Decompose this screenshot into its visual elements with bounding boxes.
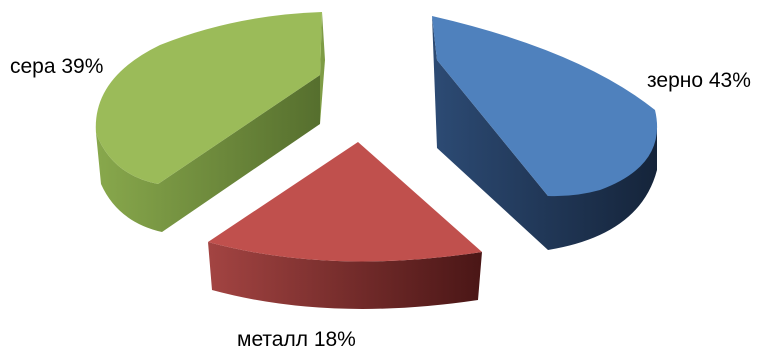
slice-metall [208, 142, 482, 309]
slice-zerno-top [432, 16, 658, 197]
slice-metall-side [208, 242, 482, 309]
slice-sera-cut [320, 12, 325, 124]
slice-sera-side [96, 75, 320, 232]
slice-sera [95, 12, 325, 232]
slice-metall-top [208, 142, 482, 262]
label-sera: сера 39% [10, 55, 103, 78]
label-zerno: зерно 43% [647, 69, 751, 92]
slice-sera-top [95, 12, 323, 184]
slice-zerno [432, 16, 658, 250]
label-metall: металл 18% [237, 328, 356, 351]
slice-zerno-side [437, 60, 657, 250]
